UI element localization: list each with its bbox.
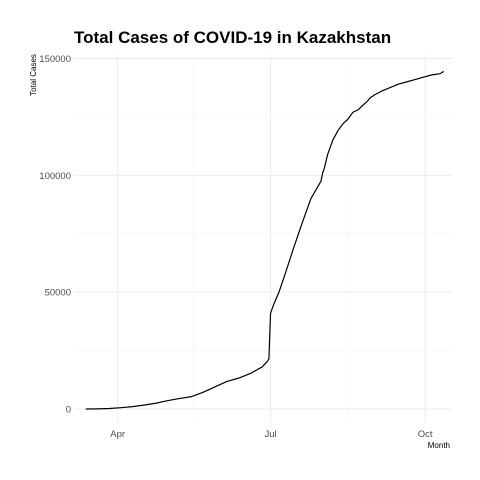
chart-title: Total Cases of COVID-19 in Kazakhstan (74, 28, 391, 47)
minor-gridlines-y (74, 116, 452, 351)
y-axis-tick-labels: 0 50000 100000 150000 (39, 54, 71, 415)
x-tick-label-0: Apr (110, 429, 125, 440)
y-tick-label-0: 0 (66, 404, 71, 415)
y-tick-label-1: 50000 (45, 288, 71, 299)
y-axis-label: Total Cases (29, 54, 38, 96)
x-axis-label: Month (428, 441, 450, 450)
y-tick-label-2: 100000 (39, 171, 71, 182)
major-gridlines-x (117, 55, 426, 423)
y-tick-label-3: 150000 (39, 54, 71, 65)
x-tick-label-1: Jul (264, 429, 276, 440)
major-gridlines-y (74, 58, 452, 410)
total-cases-line (85, 70, 444, 410)
minor-gridlines-x (192, 55, 349, 423)
x-axis-tick-labels: Apr Jul Oct (110, 429, 433, 440)
x-tick-label-2: Oct (418, 429, 433, 440)
